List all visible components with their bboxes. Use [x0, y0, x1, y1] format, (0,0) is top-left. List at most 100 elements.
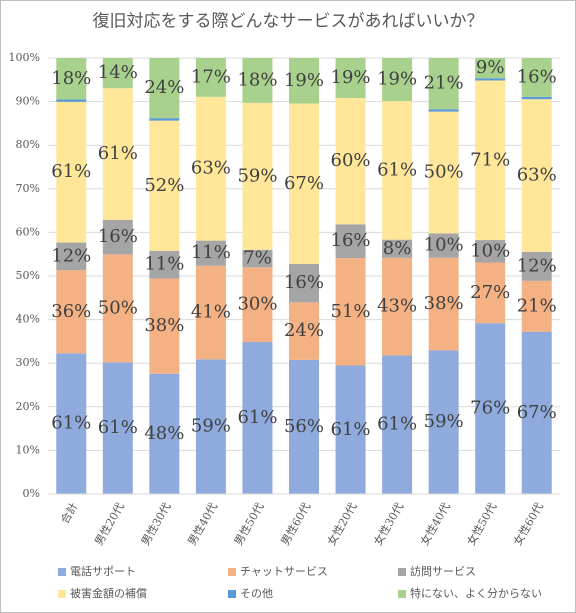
legend-label: その他 [240, 587, 273, 600]
data-label: 59% [191, 416, 231, 437]
legend-label: 被害金額の補償 [70, 586, 147, 600]
data-label: 76% [470, 398, 510, 419]
chart-title: 復旧対応をする際どんなサービスがあればいいか？ [93, 12, 484, 32]
bar-segment [102, 254, 133, 363]
data-label: 17% [191, 66, 231, 87]
data-label: 12% [517, 255, 557, 276]
bar-segment [521, 280, 552, 332]
y-tick-label: 10% [16, 443, 40, 456]
legend-label: 訪問サービス [410, 564, 476, 578]
bar-segment [242, 58, 273, 103]
data-label: 50% [98, 297, 138, 318]
data-label: 48% [144, 423, 184, 444]
bar-segment [242, 249, 273, 268]
bar-segment [382, 355, 413, 494]
y-tick-label: 0% [23, 487, 40, 500]
bar-segment [475, 262, 506, 324]
legend-swatch [58, 590, 66, 598]
data-label: 18% [51, 68, 91, 89]
legend-swatch [58, 568, 66, 576]
data-label: 50% [424, 161, 464, 182]
bar-segment [521, 99, 552, 252]
bar-segment [149, 120, 180, 251]
bar-segment [382, 257, 413, 356]
y-tick-label: 50% [16, 269, 40, 282]
bar-segment [195, 265, 226, 360]
bar-segment [102, 362, 133, 494]
bar-segment [56, 353, 87, 494]
data-label: 19% [284, 70, 324, 91]
bar-segment [195, 359, 226, 494]
data-label: 10% [424, 235, 464, 256]
data-label: 12% [51, 245, 91, 266]
bar-segment [335, 224, 366, 259]
bar-segment [428, 111, 459, 234]
data-label: 61% [377, 159, 417, 180]
data-label: 61% [51, 413, 91, 434]
bar-segment [149, 278, 180, 374]
bar-segment [475, 80, 506, 241]
legend-label: チャットサービス [240, 565, 328, 578]
bar-segment [149, 58, 180, 119]
data-label: 16% [331, 230, 371, 251]
bar-segment [475, 323, 506, 494]
data-label: 16% [517, 66, 557, 87]
bar-segment [382, 58, 413, 102]
y-tick-label: 40% [16, 313, 40, 326]
bar-segment [102, 219, 133, 255]
data-label: 19% [331, 67, 371, 88]
data-label: 61% [98, 417, 138, 438]
data-label: 61% [331, 419, 371, 440]
data-label: 59% [424, 411, 464, 432]
data-label: 67% [284, 173, 324, 194]
data-label: 63% [517, 164, 557, 185]
bar-segment [102, 58, 133, 89]
bar-segment [56, 101, 87, 243]
y-tick-label: 80% [16, 138, 40, 151]
legend-label: 電話サポート [70, 564, 136, 578]
data-label: 24% [284, 320, 324, 341]
data-label: 10% [470, 240, 510, 261]
legend-swatch [398, 590, 406, 598]
data-label: 41% [191, 302, 231, 323]
data-label: 61% [237, 407, 277, 428]
bar-segment [428, 350, 459, 494]
bar-segment [149, 118, 180, 121]
bar-segment [56, 99, 87, 102]
data-label: 21% [424, 73, 464, 94]
y-tick-label: 30% [16, 356, 40, 369]
data-label: 38% [144, 315, 184, 336]
y-tick-label: 20% [16, 400, 40, 413]
data-label: 18% [237, 69, 277, 90]
data-label: 56% [284, 416, 324, 437]
data-label: 24% [144, 77, 184, 98]
data-label: 11% [144, 254, 184, 275]
data-label: 61% [51, 161, 91, 182]
data-label: 16% [284, 272, 324, 293]
bar-segment [335, 365, 366, 494]
data-label: 71% [470, 149, 510, 170]
bar-segment [382, 101, 413, 240]
bar-segment [428, 233, 459, 258]
data-label: 59% [237, 165, 277, 186]
data-label: 8% [383, 238, 412, 259]
data-label: 60% [331, 150, 371, 171]
bar-segment [289, 103, 319, 265]
data-label: 43% [377, 296, 417, 317]
data-label: 7% [243, 248, 272, 269]
bar-segment [149, 250, 180, 279]
bar-segment [289, 302, 319, 360]
data-label: 61% [377, 414, 417, 435]
bar-segment [428, 257, 459, 351]
bar-segment [289, 264, 319, 303]
bar-segment [335, 98, 366, 225]
bar-segment [521, 96, 552, 100]
bar-segment [56, 242, 87, 271]
bar-segment [335, 58, 366, 99]
legend-swatch [228, 590, 236, 598]
bar-segment [475, 240, 506, 263]
data-label: 52% [144, 175, 184, 196]
data-label: 16% [98, 226, 138, 247]
bar-segment [289, 359, 319, 494]
